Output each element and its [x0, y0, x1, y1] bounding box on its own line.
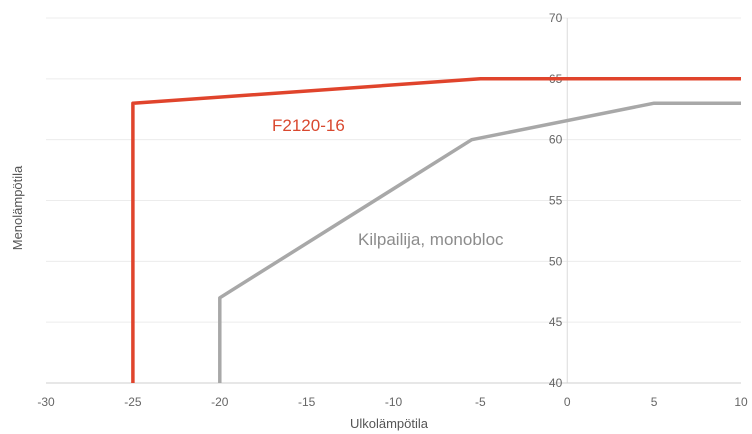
y-tick-label: 60 — [549, 133, 563, 147]
series-label-kilpailija: Kilpailija, monobloc — [358, 230, 504, 249]
series-label-f2120: F2120-16 — [272, 116, 345, 135]
series-line-f2120 — [131, 77, 741, 383]
x-tick-label: 10 — [734, 395, 748, 409]
y-tick-label: 50 — [549, 254, 563, 268]
y-tick-label: 40 — [549, 376, 563, 390]
series-lines — [131, 77, 741, 383]
y-axis-title: Menolämpötila — [10, 165, 25, 250]
x-axis-title: Ulkolämpötila — [350, 416, 429, 431]
y-tick-label: 55 — [549, 194, 563, 208]
x-tick-label: -15 — [298, 395, 316, 409]
x-tick-label: -30 — [37, 395, 55, 409]
series-line-kilpailija — [218, 101, 741, 383]
x-tick-label: -5 — [475, 395, 486, 409]
x-tick-label: 5 — [651, 395, 658, 409]
grid — [46, 17, 741, 384]
x-tick-label: -25 — [124, 395, 142, 409]
x-axis-ticks: -30 -25 -20 -15 -10 -5 0 5 10 — [37, 395, 748, 409]
x-tick-label: -10 — [385, 395, 403, 409]
y-tick-label: 70 — [549, 11, 563, 25]
x-tick-label: 0 — [564, 395, 571, 409]
x-tick-label: -20 — [211, 395, 229, 409]
y-tick-label: 45 — [549, 315, 563, 329]
